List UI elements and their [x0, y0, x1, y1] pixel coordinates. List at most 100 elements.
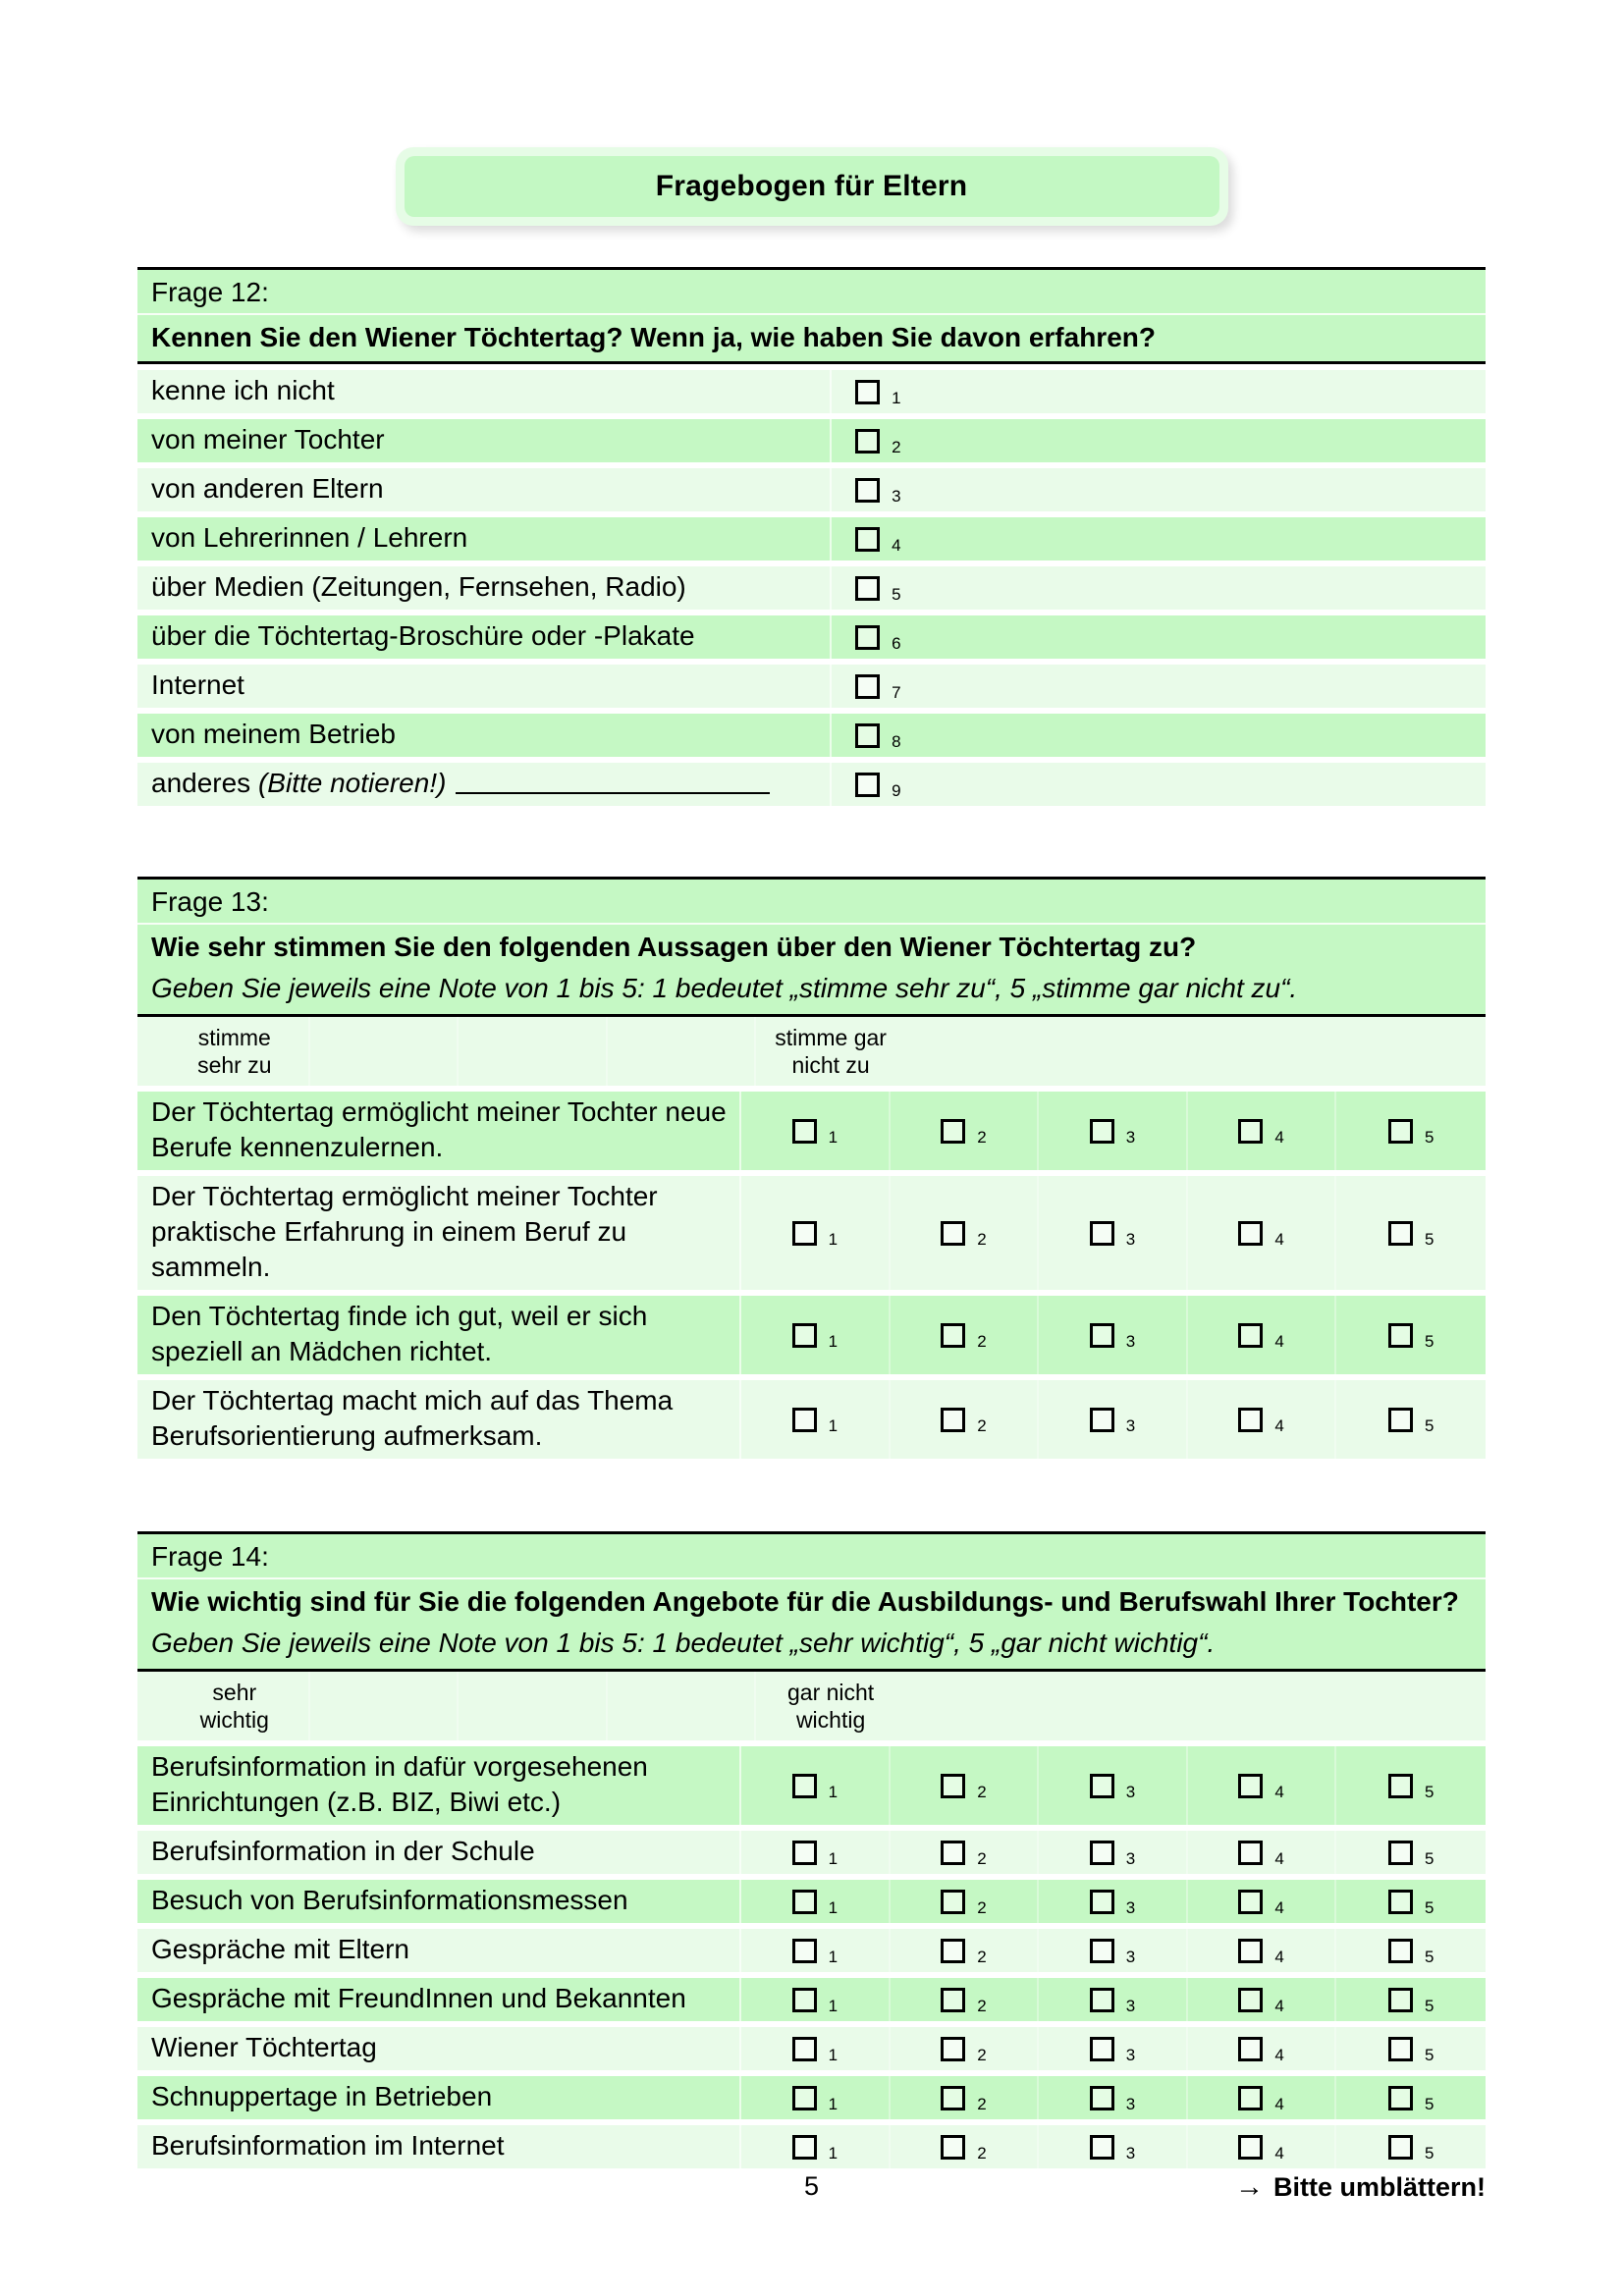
- rating-cell: 5: [1336, 1929, 1486, 1972]
- rating-cell: 1: [741, 2125, 891, 2168]
- checkbox-option[interactable]: 5: [855, 575, 901, 604]
- checkbox-number: 2: [977, 1948, 987, 1966]
- checkbox-option[interactable]: 2: [855, 428, 901, 456]
- checkbox-option[interactable]: 2: [941, 2134, 987, 2163]
- checkbox-icon: [941, 1938, 966, 1963]
- checkbox-option[interactable]: 2: [941, 1118, 987, 1147]
- statement-label: Den Töchtertag finde ich gut, weil er si…: [137, 1296, 742, 1374]
- checkbox-option[interactable]: 2: [941, 2036, 987, 2064]
- checkbox-option[interactable]: 1: [791, 1322, 838, 1351]
- checkbox-option[interactable]: 4: [1238, 1220, 1284, 1249]
- right-arrow-icon: →: [1235, 2171, 1264, 2203]
- checkbox-option[interactable]: 3: [1089, 1987, 1135, 2015]
- checkbox-option[interactable]: 4: [1238, 1938, 1284, 1966]
- checkbox-option[interactable]: 1: [791, 1407, 838, 1435]
- checkbox-icon: [1089, 2085, 1114, 2110]
- statement-row: Der Töchtertag ermöglicht meiner Tochter…: [137, 1176, 1486, 1290]
- checkbox-option[interactable]: 2: [941, 1407, 987, 1435]
- checkbox-option[interactable]: 3: [1089, 1407, 1135, 1435]
- checkbox-number: 4: [892, 536, 901, 555]
- checkbox-icon: [855, 673, 881, 699]
- checkbox-option[interactable]: 3: [1089, 1938, 1135, 1966]
- checkbox-cell: 4: [832, 526, 1486, 555]
- checkbox-option[interactable]: 3: [1089, 2134, 1135, 2163]
- checkbox-option[interactable]: 1: [791, 1889, 838, 1917]
- checkbox-option[interactable]: 2: [941, 1773, 987, 1801]
- rating-cell: 5: [1336, 1296, 1486, 1374]
- scale-header-cell: gar nicht wichtig: [756, 1672, 905, 1740]
- checkbox-icon: [941, 1889, 966, 1914]
- checkbox-option[interactable]: 5: [1387, 1773, 1434, 1801]
- checkbox-option[interactable]: 2: [941, 1322, 987, 1351]
- checkbox-option[interactable]: 5: [1387, 1322, 1434, 1351]
- checkbox-icon: [791, 1987, 817, 2012]
- checkbox-option[interactable]: 2: [941, 1840, 987, 1868]
- checkbox-option[interactable]: 4: [1238, 2134, 1284, 2163]
- checkbox-option[interactable]: 3: [1089, 1889, 1135, 1917]
- checkbox-option[interactable]: 1: [855, 379, 901, 407]
- write-in-blank[interactable]: [456, 788, 771, 794]
- checkbox-number: 3: [1125, 2095, 1136, 2113]
- rating-cell: 5: [1336, 2125, 1486, 2168]
- checkbox-option[interactable]: 2: [941, 2085, 987, 2113]
- checkbox-option[interactable]: 1: [791, 1118, 838, 1147]
- checkbox-option[interactable]: 4: [1238, 1773, 1284, 1801]
- answer-label: von meiner Tochter: [137, 419, 833, 462]
- checkbox-option[interactable]: 5: [1387, 1889, 1434, 1917]
- checkbox-option[interactable]: 1: [791, 2085, 838, 2113]
- checkbox-option[interactable]: 4: [1238, 1118, 1284, 1147]
- checkbox-option[interactable]: 5: [1387, 2134, 1434, 2163]
- checkbox-option[interactable]: 4: [1238, 2036, 1284, 2064]
- frage-13-label: Frage 13:: [137, 880, 1486, 925]
- checkbox-option[interactable]: 2: [941, 1987, 987, 2015]
- checkbox-option[interactable]: 6: [855, 624, 901, 653]
- checkbox-option[interactable]: 3: [1089, 1118, 1135, 1147]
- checkbox-option[interactable]: 4: [1238, 1322, 1284, 1351]
- rating-cell: 3: [1039, 1880, 1188, 1923]
- rating-cell: 3: [1039, 1380, 1188, 1459]
- checkbox-option[interactable]: 2: [941, 1220, 987, 1249]
- checkbox-option[interactable]: 1: [791, 1840, 838, 1868]
- checkbox-option[interactable]: 5: [1387, 1407, 1434, 1435]
- checkbox-option[interactable]: 1: [791, 1938, 838, 1966]
- checkbox-option[interactable]: 4: [1238, 1840, 1284, 1868]
- checkbox-option[interactable]: 8: [855, 722, 901, 751]
- checkbox-option[interactable]: 7: [855, 673, 901, 702]
- checkbox-number: 4: [1274, 1948, 1284, 1966]
- checkbox-option[interactable]: 3: [855, 477, 901, 506]
- checkbox-option[interactable]: 1: [791, 2036, 838, 2064]
- checkbox-option[interactable]: 3: [1089, 2036, 1135, 2064]
- checkbox-option[interactable]: 4: [1238, 2085, 1284, 2113]
- title-banner-ring: Fragebogen für Eltern: [395, 147, 1228, 226]
- checkbox-option[interactable]: 1: [791, 1987, 838, 2015]
- answer-label: von meinem Betrieb: [137, 714, 833, 757]
- checkbox-option[interactable]: 2: [941, 1938, 987, 1966]
- checkbox-option[interactable]: 5: [1387, 1220, 1434, 1249]
- checkbox-option[interactable]: 3: [1089, 1840, 1135, 1868]
- checkbox-option[interactable]: 1: [791, 2134, 838, 2163]
- checkbox-option[interactable]: 1: [791, 1773, 838, 1801]
- checkbox-option[interactable]: 9: [855, 772, 901, 800]
- checkbox-option[interactable]: 5: [1387, 1987, 1434, 2015]
- statement-row: Den Töchtertag finde ich gut, weil er si…: [137, 1296, 1486, 1374]
- frage-14-question: Wie wichtig sind für Sie die folgenden A…: [151, 1586, 1459, 1617]
- checkbox-option[interactable]: 4: [1238, 1889, 1284, 1917]
- rating-cell: 5: [1336, 1978, 1486, 2021]
- checkbox-option[interactable]: 5: [1387, 1938, 1434, 1966]
- checkbox-option[interactable]: 3: [1089, 1773, 1135, 1801]
- checkbox-option[interactable]: 2: [941, 1889, 987, 1917]
- statement-label: Gespräche mit Eltern: [137, 1929, 742, 1972]
- answer-label: von Lehrerinnen / Lehrern: [137, 517, 833, 561]
- checkbox-option[interactable]: 4: [855, 526, 901, 555]
- checkbox-option[interactable]: 5: [1387, 2036, 1434, 2064]
- rating-cell: 2: [891, 2076, 1040, 2119]
- checkbox-option[interactable]: 4: [1238, 1987, 1284, 2015]
- checkbox-option[interactable]: 4: [1238, 1407, 1284, 1435]
- checkbox-option[interactable]: 5: [1387, 1840, 1434, 1868]
- checkbox-option[interactable]: 3: [1089, 1322, 1135, 1351]
- checkbox-option[interactable]: 3: [1089, 1220, 1135, 1249]
- checkbox-option[interactable]: 5: [1387, 1118, 1434, 1147]
- checkbox-option[interactable]: 1: [791, 1220, 838, 1249]
- checkbox-option[interactable]: 5: [1387, 2085, 1434, 2113]
- checkbox-option[interactable]: 3: [1089, 2085, 1135, 2113]
